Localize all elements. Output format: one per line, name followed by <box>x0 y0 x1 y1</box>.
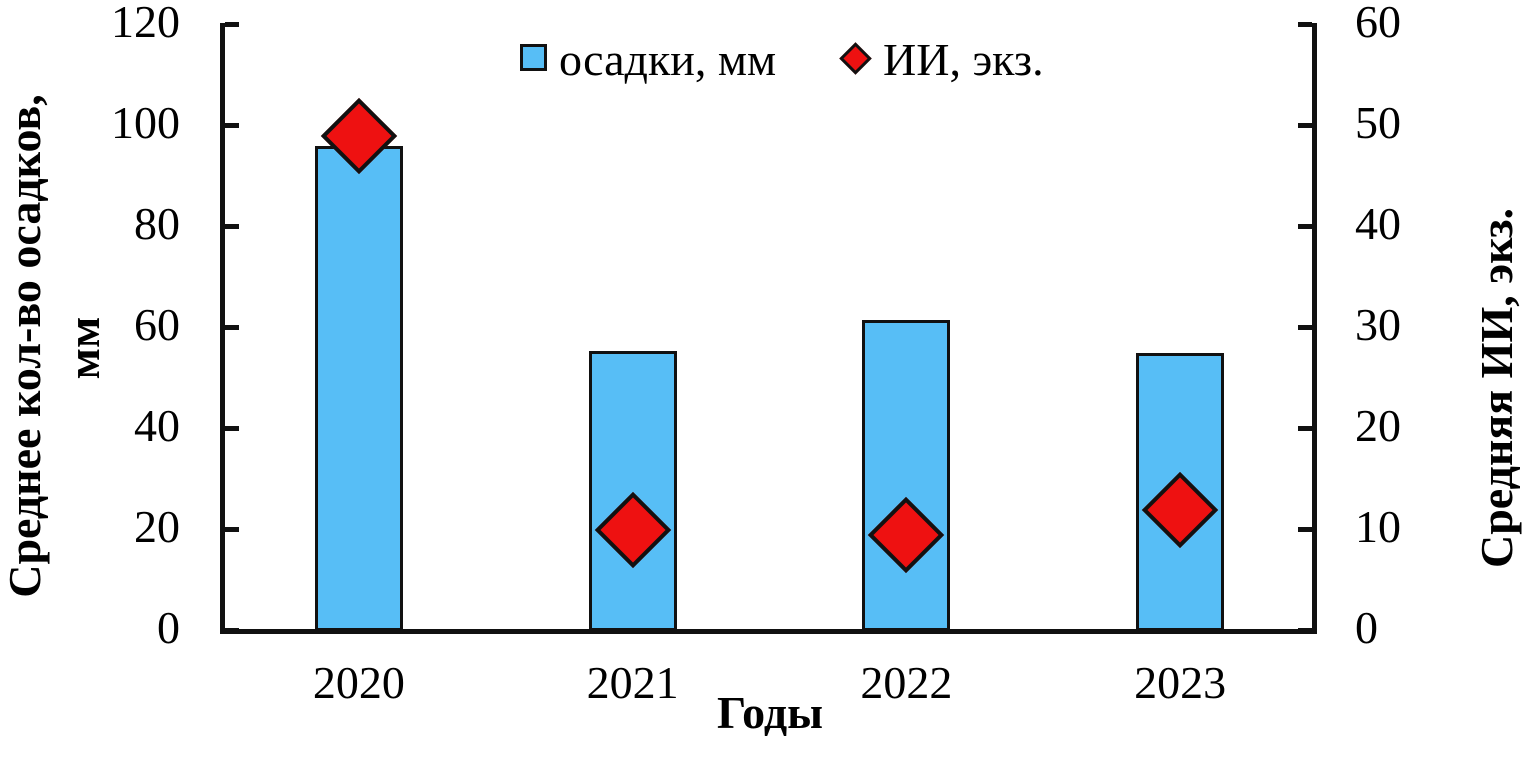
legend-label-precipitation: осадки, мм <box>559 34 777 85</box>
right-axis-tick-label: 10 <box>1355 501 1401 552</box>
bar-2021 <box>588 350 677 631</box>
right-axis-tick <box>1298 123 1312 128</box>
right-axis-tick <box>1298 527 1312 532</box>
left-axis-tick <box>225 628 239 633</box>
right-axis-title: Средняя ИИ, экз. <box>1471 208 1522 568</box>
legend-label-ii: ИИ, экз. <box>883 34 1044 85</box>
left-axis-line <box>220 23 225 634</box>
right-axis-line <box>1312 23 1317 634</box>
x-tick-label-2020: 2020 <box>312 657 405 708</box>
left-axis-tick <box>225 123 239 128</box>
left-axis-tick-label: 120 <box>111 0 180 47</box>
right-axis-tick-label: 50 <box>1355 97 1401 148</box>
x-tick-label-2021: 2021 <box>586 657 679 708</box>
x-axis-line <box>220 629 1317 634</box>
left-axis-tick-label: 0 <box>157 602 180 653</box>
left-axis-tick-label: 40 <box>134 400 180 451</box>
left-axis-tick <box>225 426 239 431</box>
left-axis-tick-label: 60 <box>134 299 180 350</box>
legend-bar-swatch-icon <box>520 44 547 71</box>
left-axis-tick-label: 20 <box>134 501 180 552</box>
left-axis-title-line1: Среднее кол-во осадков, <box>0 94 50 598</box>
bar-2020 <box>314 146 403 631</box>
right-axis-tick <box>1298 22 1312 27</box>
right-axis-tick-label: 40 <box>1355 198 1401 249</box>
right-axis-tick-label: 20 <box>1355 400 1401 451</box>
right-axis-tick <box>1298 325 1312 330</box>
right-axis-tick-label: 0 <box>1355 602 1378 653</box>
right-axis-tick <box>1298 224 1312 229</box>
x-tick-label-2022: 2022 <box>860 657 953 708</box>
left-axis-tick-label: 80 <box>134 198 180 249</box>
x-axis-title: Годы <box>716 687 824 738</box>
right-axis-tick <box>1298 628 1312 633</box>
right-axis-tick-label: 30 <box>1355 299 1401 350</box>
left-axis-tick <box>225 527 239 532</box>
x-tick-label-2023: 2023 <box>1134 657 1227 708</box>
left-axis-tick-label: 100 <box>111 97 180 148</box>
right-axis-tick-label: 60 <box>1355 0 1401 47</box>
right-axis-tick <box>1298 426 1312 431</box>
left-axis-tick <box>225 22 239 27</box>
left-axis-tick <box>225 224 239 229</box>
left-axis-tick <box>225 325 239 330</box>
bar-2022 <box>862 320 951 631</box>
legend-marker-swatch-icon <box>839 42 872 75</box>
